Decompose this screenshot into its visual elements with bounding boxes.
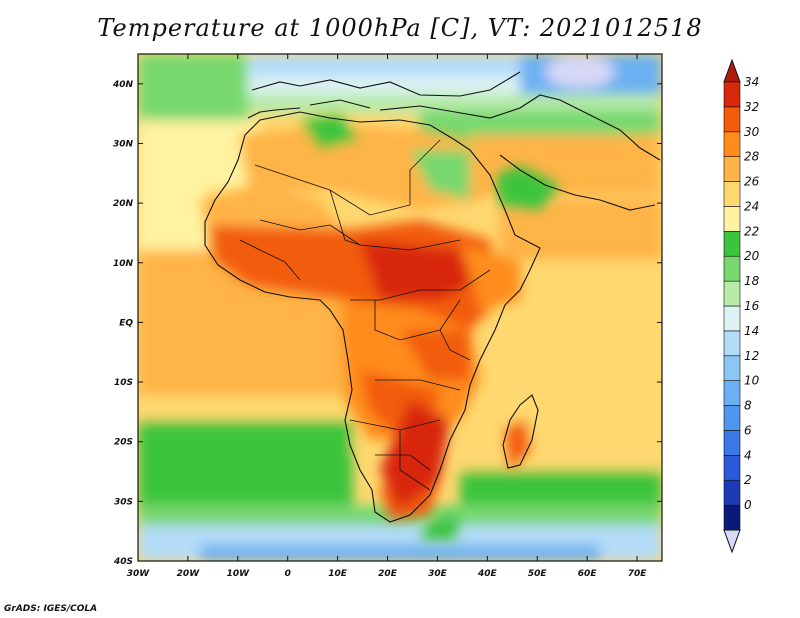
colorbar-label: 16 bbox=[744, 299, 760, 313]
colorbar-swatch bbox=[723, 255, 741, 282]
lat-label: 30S bbox=[114, 497, 133, 507]
lon-label: 30E bbox=[428, 569, 448, 579]
lon-label: 70E bbox=[628, 569, 648, 579]
colorbar-label: 28 bbox=[744, 150, 760, 164]
lon-label: 20W bbox=[177, 569, 201, 579]
colorbar-label: 34 bbox=[744, 75, 759, 89]
lon-label: 10E bbox=[328, 569, 348, 579]
colorbar-under-triangle bbox=[723, 529, 741, 554]
lat-label: 40N bbox=[112, 80, 134, 90]
colorbar-swatch bbox=[723, 156, 741, 182]
colorbar-label: 2 bbox=[744, 473, 752, 487]
colorbar-swatch bbox=[723, 380, 741, 406]
colorbar-label: 20 bbox=[744, 249, 760, 263]
colorbar-label: 10 bbox=[744, 374, 760, 388]
colorbar-swatch bbox=[723, 131, 741, 157]
colorbar-label: 4 bbox=[744, 448, 752, 462]
lon-label: 0 bbox=[285, 569, 291, 579]
lon-label: 20E bbox=[378, 569, 398, 579]
lat-label: 20N bbox=[113, 199, 134, 209]
colorbar-swatch bbox=[723, 455, 741, 481]
country-borders bbox=[239, 139, 491, 491]
lon-label: 10W bbox=[227, 569, 251, 579]
colorbar-label: 30 bbox=[744, 125, 760, 139]
lat-label: 30N bbox=[113, 139, 134, 149]
colorbar-label: 0 bbox=[744, 498, 752, 512]
colorbar-swatch bbox=[723, 106, 741, 133]
lat-label: EQ bbox=[119, 318, 133, 328]
colorbar-swatch bbox=[723, 430, 741, 456]
colorbar-swatch bbox=[723, 504, 741, 531]
longitude-axis: 30W 20W 10W 0 10E 20E 30E 40E 50E 60E 70E bbox=[127, 54, 647, 579]
colorbar-swatch bbox=[723, 181, 741, 207]
colorbar-swatch bbox=[723, 479, 741, 506]
colorbar-over-triangle bbox=[723, 58, 741, 83]
colorbar-label: 6 bbox=[744, 423, 752, 437]
colorbar-label: 22 bbox=[744, 224, 759, 238]
lat-label: 10N bbox=[113, 259, 134, 269]
colorbar-swatch bbox=[723, 330, 741, 357]
latitude-axis: 40N 30N 20N 10N EQ 10S 20S 30S 40S bbox=[112, 80, 662, 567]
colorbar-label: 32 bbox=[744, 100, 759, 114]
colorbar-label: 24 bbox=[744, 199, 759, 213]
colorbar-swatch bbox=[723, 231, 741, 257]
colorbar-label: 8 bbox=[744, 399, 752, 413]
colorbar-swatch bbox=[723, 280, 741, 307]
coastline bbox=[204, 71, 661, 523]
credit-text: GrADS: IGES/COLA bbox=[4, 604, 98, 614]
colorbar-swatch bbox=[723, 355, 741, 381]
colorbar-swatch bbox=[723, 305, 741, 332]
colorbar-label: 14 bbox=[744, 324, 759, 338]
lon-label: 50E bbox=[528, 569, 548, 579]
lon-label: 60E bbox=[578, 569, 598, 579]
map-frame bbox=[137, 53, 663, 562]
lat-label: 20S bbox=[114, 438, 133, 448]
colorbar-label: 12 bbox=[744, 349, 759, 363]
lon-label: 40E bbox=[477, 569, 498, 579]
lat-label: 40S bbox=[113, 557, 133, 567]
colorbar-swatch bbox=[723, 405, 741, 431]
colorbar-label: 18 bbox=[744, 274, 760, 288]
map-title: Temperature at 1000hPa [C], VT: 20210125… bbox=[97, 14, 703, 42]
colorbar-label: 26 bbox=[744, 175, 760, 189]
temperature-field bbox=[138, 54, 662, 561]
colorbar-swatch bbox=[723, 81, 741, 108]
colorbar-swatch bbox=[723, 206, 741, 232]
lat-label: 10S bbox=[114, 378, 133, 388]
lon-label: 30W bbox=[127, 569, 151, 579]
